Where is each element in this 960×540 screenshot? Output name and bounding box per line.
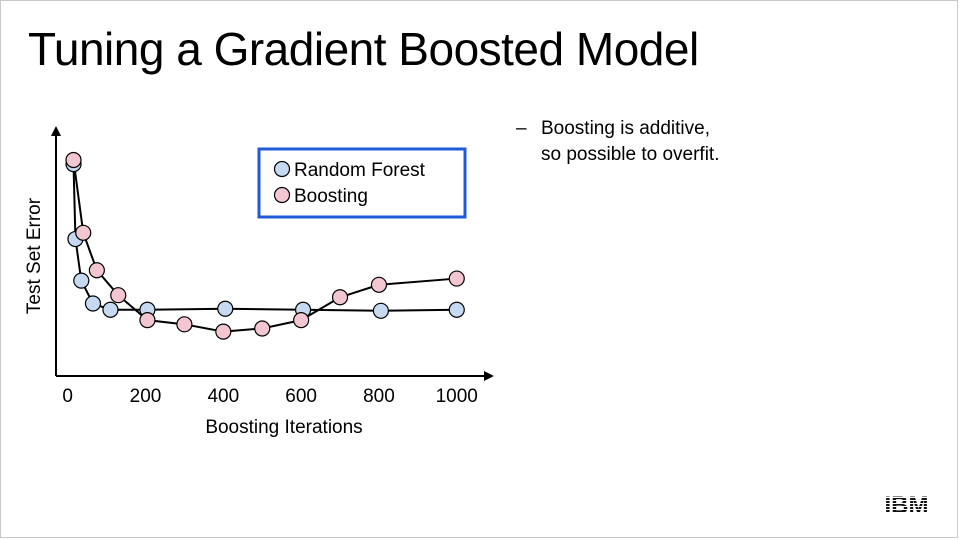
bullet-text: Boosting is additive, so possible to ove… xyxy=(541,116,719,168)
series-layer xyxy=(65,151,465,340)
legend-marker xyxy=(273,160,291,178)
slide-title: Tuning a Gradient Boosted Model xyxy=(28,23,699,75)
data-point-boosting xyxy=(65,151,82,169)
bullet-line: Boosting is additive, xyxy=(541,118,710,139)
bullet-item: – Boosting is additive, so possible to o… xyxy=(516,116,719,168)
data-point-boosting xyxy=(176,316,193,333)
data-point-random-forest xyxy=(84,295,102,312)
legend-items: Random Forest Boosting xyxy=(273,160,426,207)
bullet-list: – Boosting is additive, so possible to o… xyxy=(516,116,719,168)
data-point-boosting xyxy=(215,323,232,340)
legend: Random Forest Boosting xyxy=(257,147,467,219)
data-point-random-forest xyxy=(217,300,234,317)
data-point-boosting xyxy=(331,289,349,306)
bullet-line: so possible to overfit. xyxy=(541,144,720,165)
x-tick-label: 400 xyxy=(207,386,239,407)
bullet-dash: – xyxy=(516,118,527,139)
data-point-boosting xyxy=(448,270,465,287)
legend-box xyxy=(257,147,467,219)
data-point-boosting xyxy=(293,312,310,329)
data-point-boosting xyxy=(75,224,92,241)
data-point-boosting xyxy=(110,287,127,304)
y-axis-label: Test Set Error xyxy=(24,197,45,314)
x-tick-label: 1000 xyxy=(436,386,478,407)
data-point-random-forest xyxy=(102,301,119,318)
x-tick-label: 0 xyxy=(62,386,73,407)
data-point-boosting xyxy=(254,320,271,337)
series-points xyxy=(65,151,465,340)
tick-layer: 0 200 400 600 800 1000 xyxy=(62,386,478,407)
legend-label: Boosting xyxy=(294,186,368,207)
x-axis-label: Boosting Iterations xyxy=(205,417,362,438)
data-point-random-forest xyxy=(448,301,465,318)
series-line-random-forest xyxy=(72,164,457,312)
data-point-boosting xyxy=(139,312,156,329)
data-point-boosting xyxy=(88,262,105,279)
ibm-logo: IBM xyxy=(885,492,929,517)
legend-label: Random Forest xyxy=(294,160,426,181)
data-point-boosting xyxy=(370,276,388,293)
x-tick-label: 200 xyxy=(130,386,162,407)
data-point-random-forest xyxy=(372,302,389,319)
ibm-logo-text: IBM xyxy=(885,492,929,517)
data-point-random-forest xyxy=(73,272,90,289)
legend-marker xyxy=(273,186,291,204)
x-tick-label: 800 xyxy=(363,386,395,407)
x-tick-label: 600 xyxy=(285,386,317,407)
